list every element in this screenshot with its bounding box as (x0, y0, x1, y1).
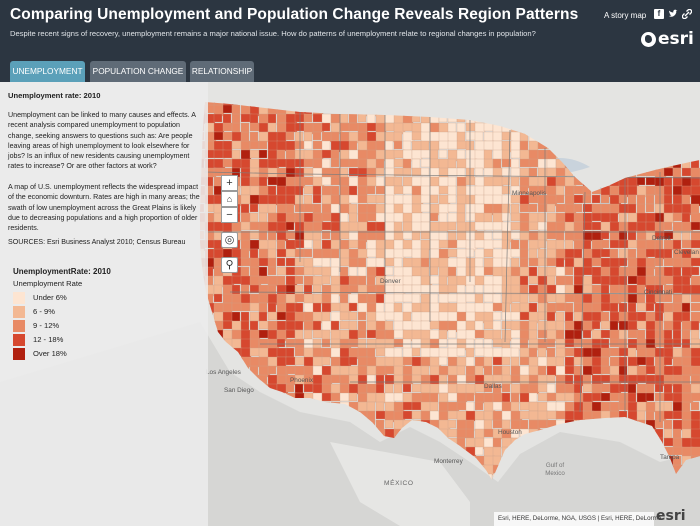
twitter-icon[interactable] (668, 9, 678, 19)
legend-swatch (13, 320, 25, 332)
water-label-gulf: Gulf of Mexico (545, 462, 565, 477)
city-label-cleveland: Clevelan (674, 249, 699, 256)
city-label-dallas: Dallas (484, 383, 502, 390)
city-label-minneapolis: Minneapolis (512, 190, 547, 197)
esri-logo-text: esri (658, 29, 694, 49)
city-label-houston: Houston (498, 429, 522, 436)
story-map-link[interactable]: A story map (604, 11, 647, 20)
legend-label: 9 - 12% (33, 321, 60, 330)
home-button[interactable]: ⌂ (221, 191, 238, 207)
panel-paragraph: Unemployment can be linked to many cause… (8, 111, 196, 171)
legend-title: UnemploymentRate: 2010 (13, 267, 111, 276)
city-label-monterrey: Monterrey (434, 458, 463, 465)
facebook-icon[interactable]: f (654, 9, 664, 19)
panel-heading: Unemployment rate: 2010 (8, 91, 101, 100)
state-borders (204, 112, 700, 422)
link-icon[interactable] (681, 8, 693, 20)
page-title: Comparing Unemployment and Population Ch… (10, 6, 579, 23)
legend-swatch (13, 348, 25, 360)
legend-swatch (13, 306, 25, 318)
legend-swatch (13, 334, 25, 346)
locate-icon[interactable]: ◎ (221, 232, 238, 248)
legend-label: Under 6% (33, 293, 67, 302)
globe-icon (641, 32, 656, 47)
search-icon[interactable]: ⚲ (221, 257, 238, 273)
city-label-san-diego: San Diego (224, 387, 254, 394)
tab-population-change[interactable]: POPULATION CHANGE (90, 61, 186, 82)
zoom-out-button[interactable]: − (221, 207, 238, 223)
esri-attribution-logo[interactable]: esri (656, 508, 686, 524)
legend-label: Over 18% (33, 349, 67, 358)
tab-relationship[interactable]: RELATIONSHIP (190, 61, 254, 82)
map-attribution[interactable]: Esri, HERE, DeLorme, NGA, USGS | Esri, H… (494, 512, 661, 526)
side-panel: Unemployment rate: 2010 Unemployment can… (0, 82, 208, 526)
tab-unemployment[interactable]: UNEMPLOYMENT (10, 61, 85, 82)
panel-sources: SOURCES: Esri Business Analyst 2010; Cen… (8, 238, 186, 246)
page-subtitle: Despite recent signs of recovery, unempl… (10, 29, 536, 38)
city-label-cincinnati: Cincinnati (644, 289, 673, 296)
panel-paragraph: A map of U.S. unemployment reflects the … (8, 183, 200, 233)
header: Comparing Unemployment and Population Ch… (0, 0, 700, 82)
country-label-mexico: MÉXICO (384, 480, 414, 487)
zoom-in-button[interactable]: + (221, 175, 238, 191)
city-label-tampa: Tampa (660, 454, 680, 461)
legend-label: 12 - 18% (33, 335, 64, 344)
city-label-detroit: Detroit (652, 235, 671, 242)
legend-subtitle: Unemployment Rate (13, 279, 83, 288)
legend-label: 6 - 9% (33, 307, 55, 316)
legend-swatch (13, 292, 25, 304)
city-label-phoenix: Phoenix (290, 377, 314, 384)
city-label-los-angeles: Los Angeles (206, 369, 241, 376)
city-label-denver: Denver (380, 278, 401, 285)
map-view[interactable]: + ⌂ − ◎ ⚲ Minneapolis Detroit Clevelan C… (0, 82, 700, 526)
